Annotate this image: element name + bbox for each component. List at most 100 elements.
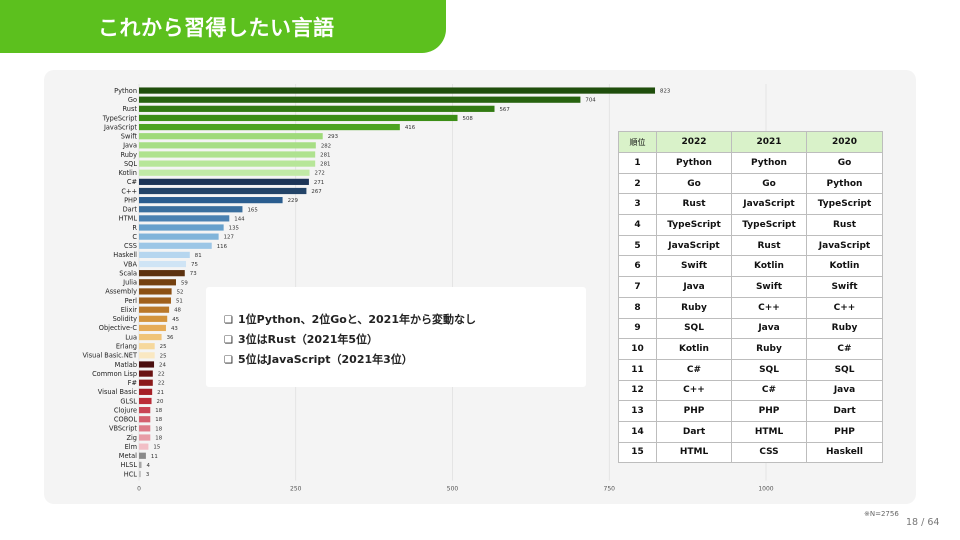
table-cell: C#: [731, 379, 807, 402]
value-label: 75: [191, 262, 198, 268]
table-cell: 7: [618, 276, 657, 298]
category-label: Julia: [122, 279, 137, 287]
table-cell: PHP: [656, 400, 732, 422]
bar: [139, 123, 400, 131]
category-label: SQL: [124, 160, 137, 168]
table-cell: Ruby: [806, 317, 883, 340]
value-label: 43: [171, 326, 178, 332]
category-label: GLSL: [120, 397, 137, 405]
category-label: Go: [128, 96, 137, 104]
table-row: 9 SQL Java Ruby: [618, 317, 883, 340]
category-label: Lua: [125, 333, 137, 341]
value-label: 416: [405, 125, 416, 131]
summary-item: ❏ 3位はRust（2021年5位）: [224, 330, 476, 350]
table-cell: 5: [618, 234, 657, 257]
value-label: 271: [314, 180, 324, 186]
category-label: VBScript: [109, 425, 137, 433]
table-cell: SQL: [806, 358, 883, 381]
category-label: C++: [121, 187, 137, 195]
bar: [139, 407, 151, 414]
bar: [139, 169, 310, 176]
table-row: 14 Dart HTML PHP: [618, 420, 883, 443]
category-label: Elm: [125, 443, 137, 451]
table-row: 10 Kotlin Ruby C#: [618, 338, 883, 360]
table-cell: Swift: [731, 276, 807, 298]
table-cell: C++: [731, 296, 807, 319]
value-label: 52: [177, 289, 184, 295]
table-cell: HTML: [731, 420, 807, 443]
category-label: C#: [127, 178, 138, 186]
table-cell: 2: [618, 172, 657, 195]
category-label: HLSL: [121, 461, 138, 469]
bar: [139, 233, 219, 240]
category-label: Java: [122, 142, 137, 150]
value-label: 59: [181, 280, 188, 286]
bar: [139, 370, 153, 377]
category-label: VBA: [123, 260, 137, 268]
value-label: 704: [585, 98, 596, 104]
bar: [139, 324, 166, 332]
sample-size-note: ※N=2756: [864, 510, 899, 518]
category-label: Elixir: [121, 306, 138, 314]
category-label: Rust: [123, 105, 138, 113]
bar: [139, 361, 155, 368]
table-cell: 6: [618, 255, 657, 278]
category-label: Erlang: [116, 343, 137, 351]
bar: [139, 133, 323, 140]
bar: [139, 251, 190, 259]
value-label: 229: [288, 198, 299, 204]
table-cell: Python: [806, 172, 883, 195]
table-cell: 10: [618, 338, 657, 360]
value-label: 144: [234, 216, 245, 222]
value-label: 21: [157, 390, 164, 396]
x-tick-label: 500: [447, 486, 459, 493]
table-cell: PHP: [806, 420, 883, 443]
table-cell: Go: [806, 152, 883, 174]
x-tick-label: 1000: [758, 486, 773, 493]
value-label: 20: [157, 399, 164, 405]
category-label: Metal: [119, 452, 137, 460]
table-cell: Haskell: [806, 441, 883, 464]
category-label: Dart: [123, 206, 138, 214]
bar: [139, 333, 162, 341]
bar: [139, 197, 283, 204]
header-2021: 2021: [731, 131, 807, 153]
bar: [139, 270, 185, 277]
slide-title: これから習得したい言語: [98, 16, 335, 40]
value-label: 135: [229, 226, 239, 232]
table-cell: Python: [731, 152, 807, 174]
table-cell: Ruby: [656, 296, 732, 319]
value-label: 36: [167, 335, 174, 341]
table-cell: 9: [618, 317, 657, 340]
table-cell: PHP: [731, 400, 807, 422]
bar: [139, 352, 155, 359]
category-label: Zig: [126, 434, 137, 442]
value-label: 127: [224, 235, 234, 241]
bar: [139, 297, 171, 304]
bar: [139, 105, 495, 112]
value-label: 48: [174, 308, 181, 314]
category-label: Kotlin: [119, 169, 137, 177]
table-header-row: 順位 2022 2021 2020: [618, 131, 883, 153]
table-cell: Kotlin: [806, 255, 883, 278]
value-label: 293: [328, 134, 338, 140]
table-cell: 12: [618, 379, 657, 402]
table-cell: 1: [618, 152, 657, 174]
table-cell: Swift: [656, 255, 732, 278]
table-cell: Kotlin: [731, 255, 807, 278]
bar: [139, 397, 152, 405]
table-row: 15 HTML CSS Haskell: [618, 441, 883, 464]
bar: [139, 224, 224, 231]
value-label: 51: [176, 299, 183, 305]
table-cell: C#: [656, 358, 732, 381]
bar: [139, 379, 153, 386]
bar: [139, 187, 307, 195]
value-label: 267: [311, 189, 321, 195]
value-label: 11: [151, 454, 158, 460]
x-tick-label: 0: [137, 486, 141, 493]
bar: [139, 288, 172, 295]
table-cell: HTML: [656, 441, 732, 464]
table-cell: JavaScript: [806, 234, 883, 257]
value-label: 282: [321, 143, 331, 149]
value-label: 18: [155, 426, 162, 432]
